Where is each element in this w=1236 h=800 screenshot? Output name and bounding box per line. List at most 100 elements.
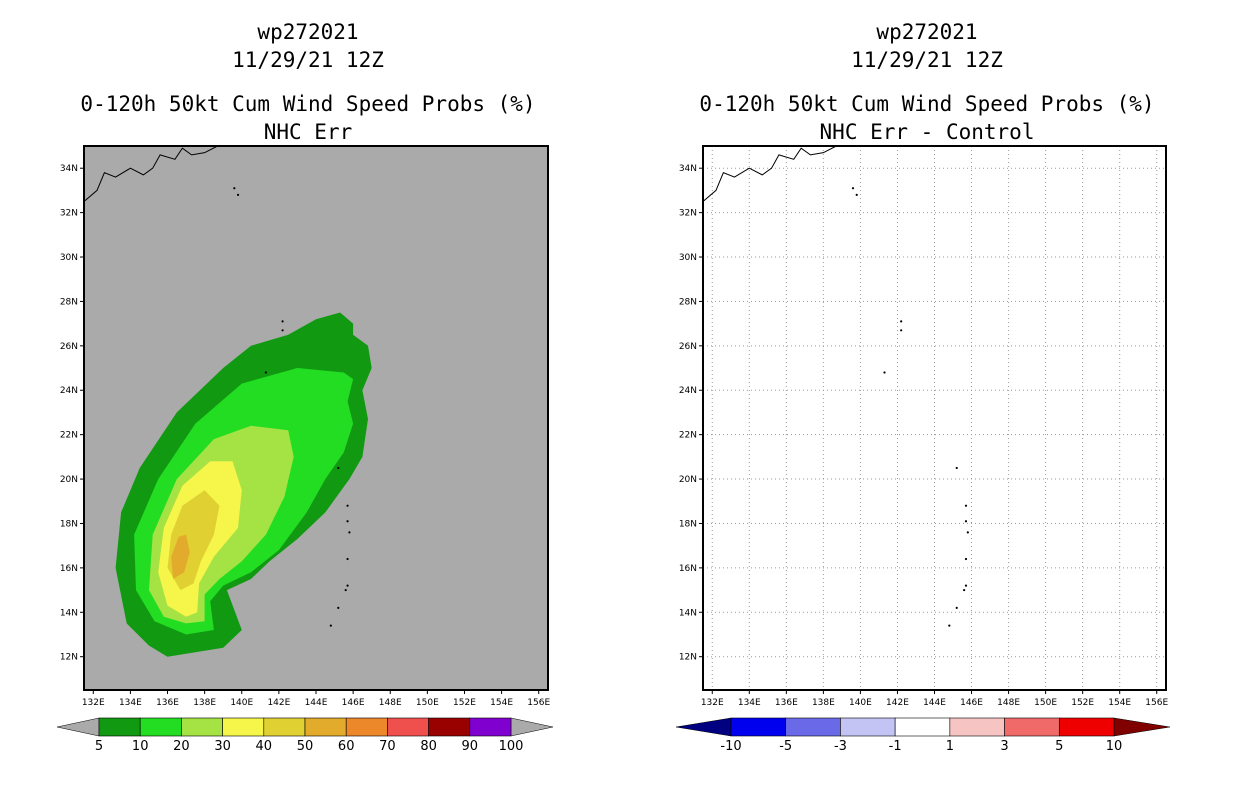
right-y-tick-label: 26N xyxy=(679,342,697,352)
left-colorbar-swatch xyxy=(263,717,306,737)
right-x-tick-label: 140E xyxy=(849,698,872,708)
right-x-tick-label: 154E xyxy=(1108,698,1131,708)
right-colorbar-swatch xyxy=(785,717,841,737)
left-colorbar-label: 20 xyxy=(173,739,190,754)
right-colorbar-right-arrow xyxy=(1113,717,1171,737)
right-y-tick-label: 20N xyxy=(679,475,697,485)
right-colorbar-label: 1 xyxy=(946,739,954,754)
left-x-tick-label: 152E xyxy=(453,698,476,708)
right-y-tick-label: 14N xyxy=(679,608,697,618)
left-y-tick-label: 26N xyxy=(60,342,78,352)
left-y-tick-label: 32N xyxy=(60,209,78,219)
right-island xyxy=(955,466,958,470)
left-island xyxy=(337,606,340,609)
right-x-tick-label: 136E xyxy=(775,698,798,708)
left-x-tick-label: 156E xyxy=(527,698,550,708)
right-x-tick-label: 148E xyxy=(997,698,1020,708)
left-colorbar-label: 90 xyxy=(462,739,479,754)
right-island xyxy=(964,520,968,523)
left-colorbar-label: 60 xyxy=(338,739,355,754)
left-y-tick-label: 12N xyxy=(60,653,78,663)
right-island xyxy=(851,187,855,190)
right-title: wp272021 11/29/21 12Z 0-120h 50kt Cum Wi… xyxy=(677,18,1177,146)
left-title: wp272021 11/29/21 12Z 0-120h 50kt Cum Wi… xyxy=(58,18,558,146)
right-colorbar-swatch xyxy=(1058,717,1115,737)
left-colorbar-label: 80 xyxy=(420,739,437,754)
right-title-line-4: NHC Err - Control xyxy=(819,120,1035,144)
left-y-tick-label: 18N xyxy=(60,519,78,529)
right-y-tick-label: 22N xyxy=(679,431,697,441)
right-island xyxy=(948,624,951,627)
left-y-tick-label: 20N xyxy=(60,475,78,485)
left-colorbar-swatch xyxy=(469,717,512,737)
right-island xyxy=(964,504,968,507)
left-island xyxy=(329,624,332,627)
left-colorbar-label: 50 xyxy=(297,739,314,754)
left-island xyxy=(346,584,349,587)
left-x-tick-label: 134E xyxy=(119,698,142,708)
right-island xyxy=(883,371,886,374)
right-y-tick-label: 24N xyxy=(679,386,697,396)
left-colorbar-label: 30 xyxy=(214,739,231,754)
right-y-tick-label: 28N xyxy=(679,297,697,307)
right-y-tick-label: 18N xyxy=(679,519,697,529)
left-x-tick-label: 150E xyxy=(416,698,439,708)
left-title-line-3: 0-120h 50kt Cum Wind Speed Probs (%) xyxy=(80,92,536,116)
right-island xyxy=(964,557,968,561)
left-island xyxy=(344,588,347,592)
left-colorbar-label: 5 xyxy=(95,739,103,754)
right-x-tick-label: 138E xyxy=(812,698,835,708)
left-colorbar-right-arrow xyxy=(510,717,554,737)
left-island xyxy=(348,531,351,534)
left-y-tick-label: 24N xyxy=(60,386,78,396)
right-y-tick-label: 16N xyxy=(679,564,697,574)
left-y-tick-label: 22N xyxy=(60,431,78,441)
left-colorbar-swatch xyxy=(387,717,429,737)
right-colorbar-swatch xyxy=(894,717,951,737)
right-x-tick-label: 156E xyxy=(1145,698,1168,708)
left-title-line-1: wp272021 xyxy=(257,20,359,44)
right-title-line-1: wp272021 xyxy=(876,20,978,44)
left-island xyxy=(281,320,284,323)
left-island xyxy=(346,504,349,507)
right-y-tick-label: 12N xyxy=(679,653,697,663)
left-colorbar-left-arrow xyxy=(56,717,100,737)
left-x-tick-label: 136E xyxy=(156,698,179,708)
right-colorbar-label: -10 xyxy=(720,739,741,754)
left-x-tick-label: 148E xyxy=(379,698,402,708)
right-colorbar-swatch xyxy=(1004,717,1060,737)
left-title-line-4: NHC Err xyxy=(263,120,353,144)
left-colorbar-swatch xyxy=(98,717,141,737)
left-colorbar-swatch xyxy=(181,717,223,737)
left-contour-50 xyxy=(171,534,190,579)
left-x-tick-label: 142E xyxy=(267,698,290,708)
left-colorbar-swatch xyxy=(345,717,388,737)
left-y-tick-label: 30N xyxy=(60,253,78,263)
left-colorbar-label: 10 xyxy=(132,739,149,754)
left-x-tick-label: 138E xyxy=(193,698,216,708)
left-island xyxy=(264,371,267,374)
right-island xyxy=(900,329,903,332)
left-colorbar-label: 100 xyxy=(499,739,524,754)
right-y-tick-label: 32N xyxy=(679,209,697,219)
left-y-tick-label: 28N xyxy=(60,297,78,307)
left-colorbar-swatch xyxy=(428,717,471,737)
left-colorbar-label: 40 xyxy=(256,739,273,754)
right-colorbar-label: 3 xyxy=(1000,739,1008,754)
right-colorbar-swatch xyxy=(949,717,1005,737)
left-colorbar-swatch xyxy=(304,717,347,737)
left-y-tick-label: 34N xyxy=(60,164,78,174)
right-title-line-3: 0-120h 50kt Cum Wind Speed Probs (%) xyxy=(699,92,1155,116)
left-x-tick-label: 132E xyxy=(82,698,105,708)
right-colorbar-label: -3 xyxy=(834,739,847,754)
right-colorbar-swatch xyxy=(840,717,896,737)
right-x-tick-label: 144E xyxy=(923,698,946,708)
right-island xyxy=(963,588,966,592)
right-x-tick-label: 150E xyxy=(1034,698,1057,708)
right-colorbar-label: 5 xyxy=(1055,739,1063,754)
left-y-tick-label: 16N xyxy=(60,564,78,574)
right-island xyxy=(955,606,958,609)
right-island xyxy=(966,531,969,534)
left-y-tick-label: 14N xyxy=(60,608,78,618)
